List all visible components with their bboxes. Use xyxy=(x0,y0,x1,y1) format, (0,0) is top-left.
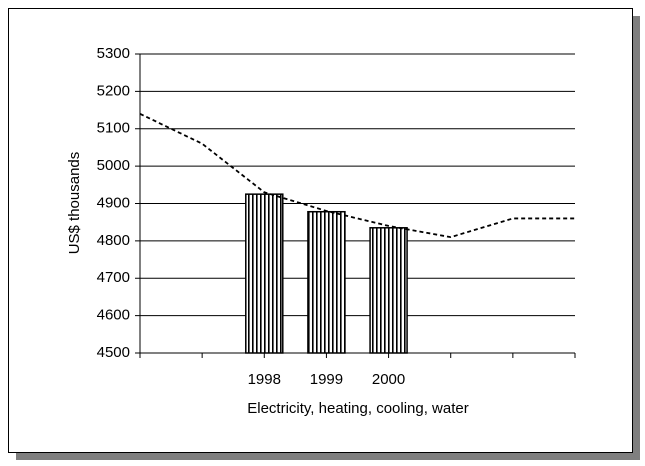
y-tick-label: 4800 xyxy=(97,232,130,249)
y-tick-label: 5100 xyxy=(97,120,130,137)
x-tick-label: 2000 xyxy=(372,371,405,388)
y-tick-label: 4700 xyxy=(97,269,130,286)
y-tick-label: 4500 xyxy=(97,344,130,361)
y-tick-label: 4600 xyxy=(97,307,130,324)
line xyxy=(139,112,575,239)
bar xyxy=(245,193,284,354)
bar xyxy=(307,210,346,354)
y-tick-label: 4900 xyxy=(97,194,130,211)
y-axis-title: US$ thousands xyxy=(66,152,83,255)
y-tick-label: 5000 xyxy=(97,157,130,174)
y-tick-label: 5300 xyxy=(97,45,130,62)
x-axis-title: Electricity, heating, cooling, water xyxy=(247,400,469,417)
x-tick-label: 1998 xyxy=(248,371,281,388)
x-tick-label: 1999 xyxy=(310,371,343,388)
y-tick-label: 5200 xyxy=(97,82,130,99)
bar xyxy=(369,227,408,354)
